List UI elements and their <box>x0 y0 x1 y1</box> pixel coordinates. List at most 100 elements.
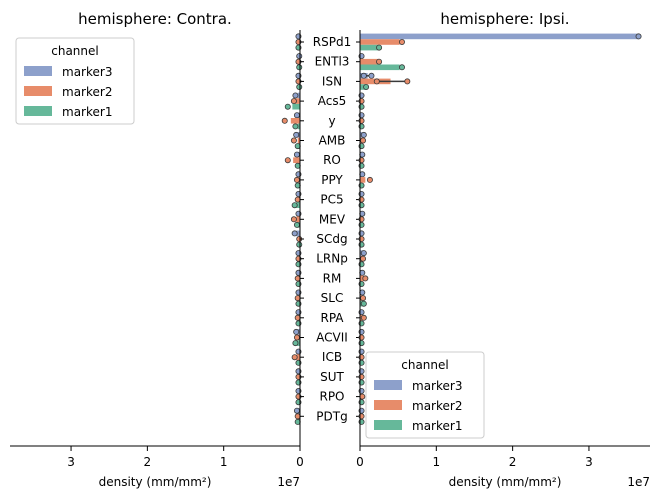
bar-contra-marker2-icb <box>296 354 300 360</box>
x-ticks-contra: 3 2 1 0 <box>67 446 304 469</box>
point-ipsi-marker2-slc-0 <box>360 295 367 302</box>
x-axis-label-ipsi: density (mm/mm²) <box>449 475 562 489</box>
point-ipsi-marker2-entl3-0 <box>376 58 383 65</box>
point-ipsi-marker3-isn-1 <box>360 72 367 79</box>
bars-contra <box>281 33 303 425</box>
point-contra-marker1-mev-0 <box>293 221 300 228</box>
legend-swatch-ipsi-marker1 <box>374 420 402 430</box>
point-contra-marker3-amb-0 <box>293 131 300 138</box>
category-label-entl3: ENTl3 <box>315 55 350 69</box>
x-axis-label-contra: density (mm/mm²) <box>99 475 212 489</box>
category-label-rspd1: RSPd1 <box>313 35 351 49</box>
point-ipsi-marker3-isn-0 <box>368 72 375 79</box>
xtick-label-ipsi-1: 1 <box>432 455 440 469</box>
category-label-acs5: Acs5 <box>318 94 346 108</box>
point-contra-marker3-acs5-0 <box>292 92 299 99</box>
bars-ipsi <box>358 33 642 425</box>
category-label-y: y <box>328 114 335 128</box>
category-label-acvii: ACVII <box>316 331 348 345</box>
category-label-isn: ISN <box>322 74 342 88</box>
point-contra-marker1-isn-0 <box>296 84 303 91</box>
legend-label-ipsi-marker1: marker1 <box>412 419 462 433</box>
point-ipsi-marker2-amb-0 <box>360 137 367 144</box>
point-contra-marker2-acvii-0 <box>293 334 300 341</box>
legend-label-contra-marker2: marker2 <box>62 85 112 99</box>
category-label-scdg: SCdg <box>316 232 347 246</box>
point-contra-marker2-y-0 <box>281 117 288 124</box>
point-contra-marker1-acvii-0 <box>292 340 299 347</box>
xtick-label-contra-2: 1 <box>220 455 228 469</box>
point-contra-marker2-acs5-0 <box>290 98 297 105</box>
bar-ipsi-marker2-rm <box>360 275 364 282</box>
point-contra-marker2-icb-0 <box>291 354 298 361</box>
bar-contra-marker2-ro <box>293 157 300 163</box>
point-ipsi-marker1-isn-0 <box>363 84 370 91</box>
point-contra-marker3-pdtg-0 <box>293 407 300 414</box>
bar-contra-marker3-scdg <box>296 230 300 237</box>
x-ticks-ipsi: 0 1 2 3 <box>356 446 593 469</box>
point-ipsi-marker1-entl3-0 <box>398 64 405 71</box>
point-contra-marker1-pc5-0 <box>291 202 298 209</box>
category-label-sut: SUT <box>320 370 344 384</box>
category-label-ro: RO <box>323 153 341 167</box>
point-ipsi-marker1-rspd1-0 <box>376 44 383 51</box>
point-contra-marker2-amb-0 <box>290 137 297 144</box>
category-label-mev: MEV <box>319 212 346 226</box>
category-label-icb: ICB <box>322 350 342 364</box>
category-label-rpo: RPO <box>319 390 344 404</box>
exponent-label-ipsi: 1e7 <box>627 475 650 489</box>
point-contra-marker3-y-0 <box>293 112 300 119</box>
category-label-amb: AMB <box>319 134 346 148</box>
bar-ipsi-marker1-entl3 <box>360 64 400 71</box>
legend-swatch-ipsi-marker2 <box>374 400 402 410</box>
point-ipsi-marker2-rm-0 <box>362 275 369 282</box>
bar-ipsi-marker2-rspd1 <box>360 39 400 45</box>
point-contra-marker2-mev-0 <box>290 216 297 223</box>
legend-title-ipsi: channel <box>401 358 448 372</box>
point-ipsi-marker2-rpa-0 <box>360 314 367 321</box>
category-label-rm: RM <box>323 271 342 285</box>
point-ipsi-marker3-rspd1-0 <box>635 33 642 40</box>
bar-contra-marker1-pc5 <box>296 202 300 208</box>
point-ipsi-marker2-lrnp-0 <box>360 255 367 262</box>
legend-label-contra-marker3: marker3 <box>62 65 112 79</box>
legend-swatch-contra-marker3 <box>24 66 52 76</box>
point-ipsi-marker3-amb-0 <box>360 131 367 138</box>
legend-box-contra <box>15 37 135 125</box>
point-contra-marker2-ro-0 <box>284 157 291 164</box>
legend-box-ipsi <box>365 351 485 439</box>
point-ipsi-marker2-isn-1 <box>373 78 380 85</box>
xtick-label-ipsi-3: 3 <box>585 455 593 469</box>
bar-ipsi-marker2-entl3 <box>360 58 380 65</box>
xtick-label-ipsi-0: 0 <box>356 455 364 469</box>
point-contra-marker1-acs5-0 <box>284 103 291 110</box>
bar-ipsi-marker1-rspd1 <box>360 44 380 51</box>
bar-contra-marker2-acs5 <box>294 98 300 104</box>
point-contra-marker1-y-0 <box>292 123 299 130</box>
legend-label-ipsi-marker3: marker3 <box>412 379 462 393</box>
panel-title-ipsi: hemisphere: Ipsi. <box>440 10 569 28</box>
point-ipsi-marker2-isn-0 <box>404 78 411 85</box>
xtick-label-contra-0: 3 <box>67 455 75 469</box>
point-ipsi-marker1-slc-0 <box>360 300 367 307</box>
point-ipsi-marker3-lrnp-0 <box>360 250 367 257</box>
panel-contra: hemisphere: Contra. 3 2 1 0 density (mm/mm²… <box>10 10 304 489</box>
legend-ipsi: channel marker3 marker2 marker1 <box>365 351 485 439</box>
point-contra-marker3-ro-0 <box>293 151 300 158</box>
legend-contra: channel marker3 marker2 marker1 <box>15 37 135 125</box>
bar-ipsi-marker3-rspd1 <box>360 33 639 40</box>
xtick-label-ipsi-2: 2 <box>509 455 517 469</box>
category-label-ppy: PPY <box>321 173 343 187</box>
bar-ipsi-marker1-isn <box>360 84 367 90</box>
legend-swatch-ipsi-marker3 <box>374 380 402 390</box>
point-contra-marker3-scdg-0 <box>291 230 298 237</box>
category-label-pc5: PC5 <box>320 193 343 207</box>
point-contra-marker1-scdg-0 <box>296 241 303 248</box>
category-label-slc: SLC <box>321 291 344 305</box>
bar-contra-marker2-y <box>290 118 300 124</box>
category-label-rpa: RPA <box>320 311 344 325</box>
legend-label-ipsi-marker2: marker2 <box>412 399 462 413</box>
bar-contra-marker1-acvii <box>296 340 300 346</box>
